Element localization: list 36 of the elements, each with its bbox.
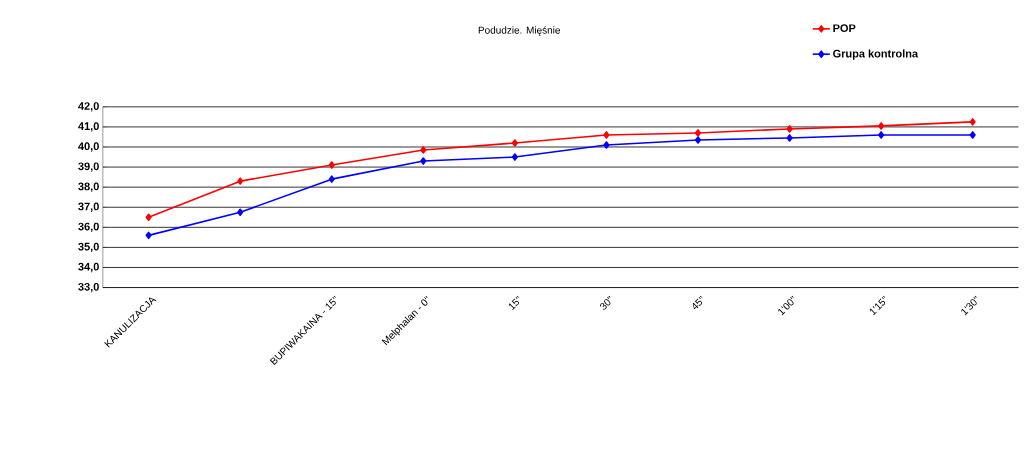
point <box>878 121 885 130</box>
point <box>145 213 152 221</box>
y-tick-label: 37,0 <box>78 202 99 212</box>
point <box>603 141 610 149</box>
point <box>145 231 152 240</box>
point <box>786 134 793 142</box>
point <box>420 157 427 165</box>
legend-label: Grupa kontrolna <box>833 49 919 60</box>
point <box>694 129 702 137</box>
legend-label: POP <box>833 24 856 32</box>
y-tick-label: 42,0 <box>78 102 99 112</box>
point <box>603 131 610 139</box>
point <box>969 131 976 139</box>
x-tick-label: 15" <box>508 295 519 310</box>
y-tick-label: 40,0 <box>78 142 99 152</box>
point <box>328 161 335 169</box>
point <box>237 177 244 185</box>
y-tick-label: 36,0 <box>78 222 99 232</box>
y-tick-label: 41,0 <box>78 122 99 132</box>
point <box>694 136 702 144</box>
point <box>969 117 976 126</box>
x-tick-label: 30" <box>600 295 611 310</box>
point <box>511 139 518 147</box>
point <box>878 131 885 139</box>
point <box>786 124 793 133</box>
y-tick-label: 35,0 <box>78 242 99 252</box>
chart-title: Podudzie. Mięśnie <box>478 26 561 36</box>
y-tick-label: 33,0 <box>78 282 99 293</box>
point <box>420 146 427 154</box>
y-tick-label: 38,0 <box>78 182 99 192</box>
point <box>237 208 244 216</box>
y-tick-label: 39,0 <box>78 162 99 172</box>
point <box>328 175 335 183</box>
y-tick-label: 34,0 <box>78 262 99 273</box>
point <box>511 153 518 161</box>
x-tick-label: 45" <box>692 295 703 310</box>
